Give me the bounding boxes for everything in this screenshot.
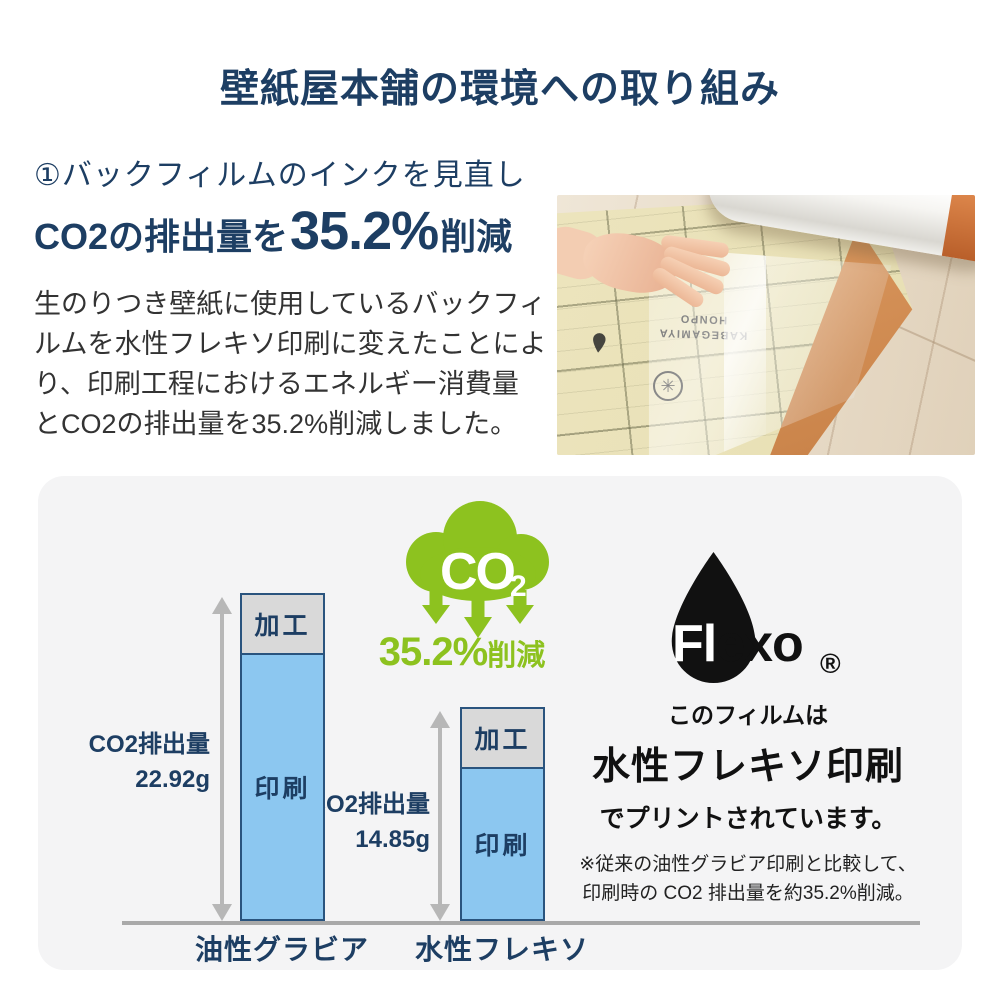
emission-label-title: CO2排出量 xyxy=(88,731,210,758)
arrow-down-icon xyxy=(430,904,450,921)
footnote: ※従来の油性グラビア印刷と比較して、 印刷時の CO2 排出量を約35.2%削減… xyxy=(566,851,930,908)
co2-reduction-headline: CO2の排出量を 35.2% 削減 xyxy=(34,200,512,262)
roll-orange-band xyxy=(941,195,975,262)
product-photo: KABEGAMIYA HONPO ✳ xyxy=(557,195,975,455)
page-title: 壁紙屋本舗の環境への取り組み xyxy=(219,68,780,111)
bar-oil-gravure: 加工 印刷 xyxy=(240,593,325,921)
printed-droplet-icon xyxy=(593,333,606,353)
emission-label-left: CO2排出量 22.92g xyxy=(60,728,210,798)
arrow-shaft xyxy=(220,614,224,904)
infographic-panel: CO2排出量 22.92g CO2排出量 14.85g 加工 印刷 加工 印刷 … xyxy=(38,476,962,970)
caption-line-3: でプリントされています。 xyxy=(599,805,897,833)
section-heading: ①バックフィルムのインクを見直し xyxy=(34,159,526,192)
co2-cloud-subscript: 2 xyxy=(510,570,527,603)
reduction-suffix: 削減 xyxy=(487,640,546,672)
arrow-down-icon xyxy=(212,904,232,921)
flexo-logo-text: Flexo xyxy=(672,614,804,674)
footnote-line: ※従来の油性グラビア印刷と比較して、 xyxy=(579,854,917,875)
arrow-up-icon xyxy=(212,597,232,614)
bar-water-flexo: 加工 印刷 xyxy=(460,707,545,921)
paragraph-line: り、印刷工程におけるエネルギー消費量 xyxy=(34,369,519,399)
caption-line-1: このフィルムは xyxy=(667,702,829,728)
bar-segment-processing: 加工 xyxy=(462,709,543,769)
registered-trademark-icon: ® xyxy=(820,648,841,679)
emission-label-value: 22.92g xyxy=(135,765,210,793)
reduction-label: 35.2%削減 xyxy=(356,630,568,675)
bar-segment-printing: 印刷 xyxy=(462,769,543,919)
paragraph-line: とCO2の排出量を35.2%削減しました。 xyxy=(34,409,518,439)
film-caption: このフィルムは 水性フレキソ印刷 でプリントされています。 ※従来の油性グラビア… xyxy=(566,696,930,908)
headline-prefix: CO2の排出量を xyxy=(34,216,289,257)
emission-label-value: 14.85g xyxy=(355,825,430,853)
flexo-text-rest: exo xyxy=(716,615,804,673)
emission-label-right: CO2排出量 14.85g xyxy=(280,788,430,858)
arrow-up-icon xyxy=(430,711,450,728)
flexo-text-on-droplet: Fl xyxy=(672,615,717,673)
co2-cloud-text: CO xyxy=(440,543,515,601)
headline-suffix: 削減 xyxy=(440,216,513,257)
measure-arrow-right xyxy=(430,711,450,921)
headline-value: 35.2% xyxy=(290,201,439,261)
paragraph-line: ルムを水性フレキソ印刷に変えたことによ xyxy=(34,329,547,359)
chart-baseline xyxy=(122,921,920,925)
co2-cloud-icon: CO 2 xyxy=(398,494,558,646)
caption-line-2: 水性フレキソ印刷 xyxy=(591,746,904,788)
bar-segment-processing: 加工 xyxy=(242,595,323,655)
category-label-water-flexo: 水性フレキソ xyxy=(414,934,589,965)
footnote-line: 印刷時の CO2 排出量を約35.2%削減。 xyxy=(582,882,914,904)
arrow-shaft xyxy=(438,728,442,904)
emission-label-title: CO2排出量 xyxy=(308,791,430,818)
bar-segment-printing: 印刷 xyxy=(242,655,323,919)
reduction-value: 35.2% xyxy=(378,630,488,674)
flexo-droplet-icon xyxy=(671,551,756,684)
category-label-oil-gravure: 油性グラビア xyxy=(194,934,369,965)
intro-paragraph: 生のりつき壁紙に使用しているバックフィ ルムを水性フレキソ印刷に変えたことによ … xyxy=(34,284,554,444)
paragraph-line: 生のりつき壁紙に使用しているバックフィ xyxy=(34,289,546,319)
measure-arrow-left xyxy=(212,597,232,921)
